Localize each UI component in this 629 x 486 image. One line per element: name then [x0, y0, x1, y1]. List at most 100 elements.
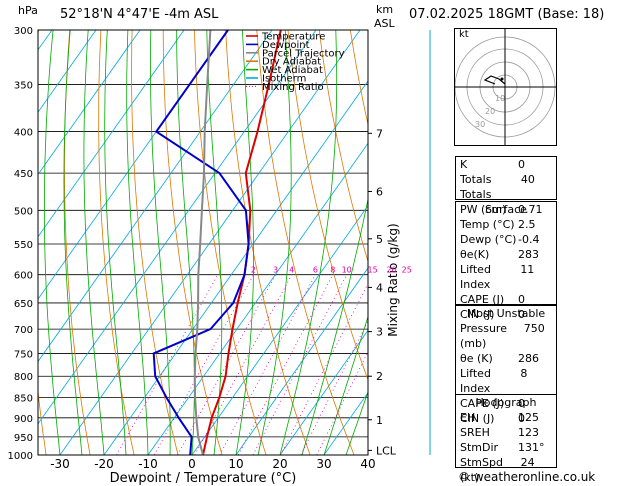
- temperature-tick-label: -30: [50, 457, 70, 471]
- legend-label: Temperature: [261, 32, 325, 43]
- wet-adiabat-line: [279, 30, 338, 455]
- legend-label: Dry Adiabat: [262, 57, 321, 68]
- mixing-ratio-line: [280, 282, 368, 455]
- km-tick-label: 1: [376, 414, 383, 427]
- surface-value: 0: [518, 293, 525, 306]
- hodo-ring-label-20: 20: [485, 107, 495, 116]
- parcel-trajectory-line: [193, 30, 212, 455]
- wet-adiabat-line: [104, 30, 127, 455]
- wet-adiabat-line: [83, 30, 105, 455]
- surface-value: -0.4: [518, 233, 540, 246]
- surface-value: 11: [520, 263, 535, 276]
- pressure-tick-label: 800: [14, 372, 33, 383]
- mu-label: Pressure (mb): [460, 322, 507, 350]
- isotherm-line: [38, 30, 141, 176]
- temperature-tick-label: 10: [228, 457, 243, 471]
- dry-adiabat-line: [194, 30, 267, 455]
- mu-value: 286: [518, 352, 539, 365]
- temperature-tick-label: 0: [188, 457, 196, 471]
- isotherm-line: [38, 30, 273, 363]
- dry-adiabat-line: [413, 30, 452, 455]
- most-unstable-panel: Most Unstable Pressure (mb) 750 θe (K) 286…: [455, 305, 557, 425]
- km-tick-label: 3: [376, 326, 383, 339]
- km-unit-top: km: [376, 3, 394, 16]
- isotherm-line: [147, 142, 368, 455]
- footer-credit: © weatheronline.co.uk: [458, 470, 596, 484]
- mixing-ratio-label: 6: [313, 266, 318, 275]
- hodo-label: StmDir: [460, 441, 499, 454]
- index-value: 0.71: [518, 203, 543, 216]
- dry-adiabat-line: [225, 30, 311, 455]
- pressure-tick-label: 700: [14, 325, 33, 336]
- dry-adiabat-line: [318, 30, 368, 263]
- wet-adiabat-line: [176, 30, 195, 455]
- mixing-ratio-label: 15: [368, 266, 378, 275]
- pressure-tick-label: 900: [14, 414, 33, 425]
- mixing-ratio-line: [237, 274, 334, 455]
- pressure-tick-label: 300: [14, 26, 33, 37]
- mixing-ratio-line: [300, 320, 368, 455]
- wet-adiabat-line: [150, 30, 171, 455]
- mixing-ratio-axis-label: Mixing Ratio (g/kg): [386, 223, 400, 336]
- mu-label: CIN (J): [460, 412, 495, 425]
- dry-adiabat-line: [162, 30, 223, 455]
- wet-adiabat-line: [126, 30, 149, 455]
- surface-label: Dewp (°C): [460, 233, 517, 246]
- dry-adiabat-line: [256, 30, 355, 455]
- mixing-ratio-line: [252, 274, 348, 455]
- pressure-tick-label: 950: [14, 433, 33, 444]
- surface-value: 2.5: [518, 218, 536, 231]
- mixing-ratio-label: 3: [273, 266, 278, 275]
- temperature-line: [202, 30, 282, 455]
- legend-label: Parcel Trajectory: [262, 48, 345, 59]
- indices-panel: K 0 Totals Totals 40 PW (cm) 0.71: [455, 156, 557, 216]
- pressure-unit: hPa: [18, 4, 38, 17]
- isotherm-line: [38, 30, 229, 300]
- pressure-tick-label: 650: [14, 299, 33, 310]
- km-tick-label: 4: [376, 281, 383, 294]
- mu-value: 0: [518, 397, 525, 410]
- hodo-label: SREH: [460, 426, 490, 439]
- km-tick-label: 2: [376, 370, 383, 383]
- hodo-ring-label-30: 30: [475, 120, 485, 129]
- mu-value: 8: [520, 367, 528, 380]
- hodograph-unit: kt: [459, 29, 469, 40]
- pressure-tick-label: 400: [14, 128, 33, 139]
- wet-adiabat-line: [235, 30, 254, 455]
- hodo-label: EH: [460, 411, 476, 424]
- temperature-tick-label: 30: [316, 457, 331, 471]
- mu-value: 0: [518, 412, 525, 425]
- hodograph-table-title: Hodograph: [475, 396, 537, 409]
- mu-label: Lifted Index: [460, 367, 491, 395]
- hodo-value: 123: [518, 426, 539, 439]
- surface-label: Temp (°C): [460, 218, 515, 231]
- wet-adiabat-line: [206, 30, 223, 455]
- dewpoint-line: [152, 30, 250, 455]
- isotherm-line: [0, 30, 8, 455]
- mixing-ratio-label: 4: [289, 266, 294, 275]
- surface-label: Lifted Index: [460, 263, 491, 291]
- dry-adiabat-line: [98, 30, 135, 455]
- surface-title: Surface: [485, 203, 527, 216]
- isotherm-line: [38, 30, 97, 113]
- pressure-tick-label: 500: [14, 206, 33, 217]
- km-tick-label: LCL: [376, 444, 397, 457]
- hodograph-panel: Hodograph EH 125 SREH 123 StmDir 131° StmSp…: [455, 394, 557, 484]
- surface-panel: Surface Temp (°C) 2.5 Dewp (°C) -0.4 θe(K)…: [455, 201, 557, 321]
- hodograph: 10 20 30 kt: [454, 28, 557, 146]
- surface-value: 283: [518, 248, 539, 261]
- dry-adiabat-line: [349, 30, 368, 127]
- isotherm-line: [38, 30, 317, 425]
- pressure-tick-label: 600: [14, 271, 33, 282]
- temperature-tick-label: -10: [138, 457, 158, 471]
- km-tick-label: 6: [376, 185, 383, 198]
- dry-adiabat-line: [0, 30, 7, 455]
- isotherm-line: [38, 30, 185, 238]
- wet-adiabat-line: [63, 30, 83, 455]
- legend-label: Mixing Ratio: [262, 82, 324, 93]
- isotherm-line: [103, 80, 368, 455]
- surface-value: 0: [518, 308, 525, 321]
- temperature-tick-label: 40: [360, 457, 375, 471]
- isotherm-line: [59, 30, 361, 455]
- datetime-title: 07.02.2025 18GMT (Base: 18): [409, 7, 605, 22]
